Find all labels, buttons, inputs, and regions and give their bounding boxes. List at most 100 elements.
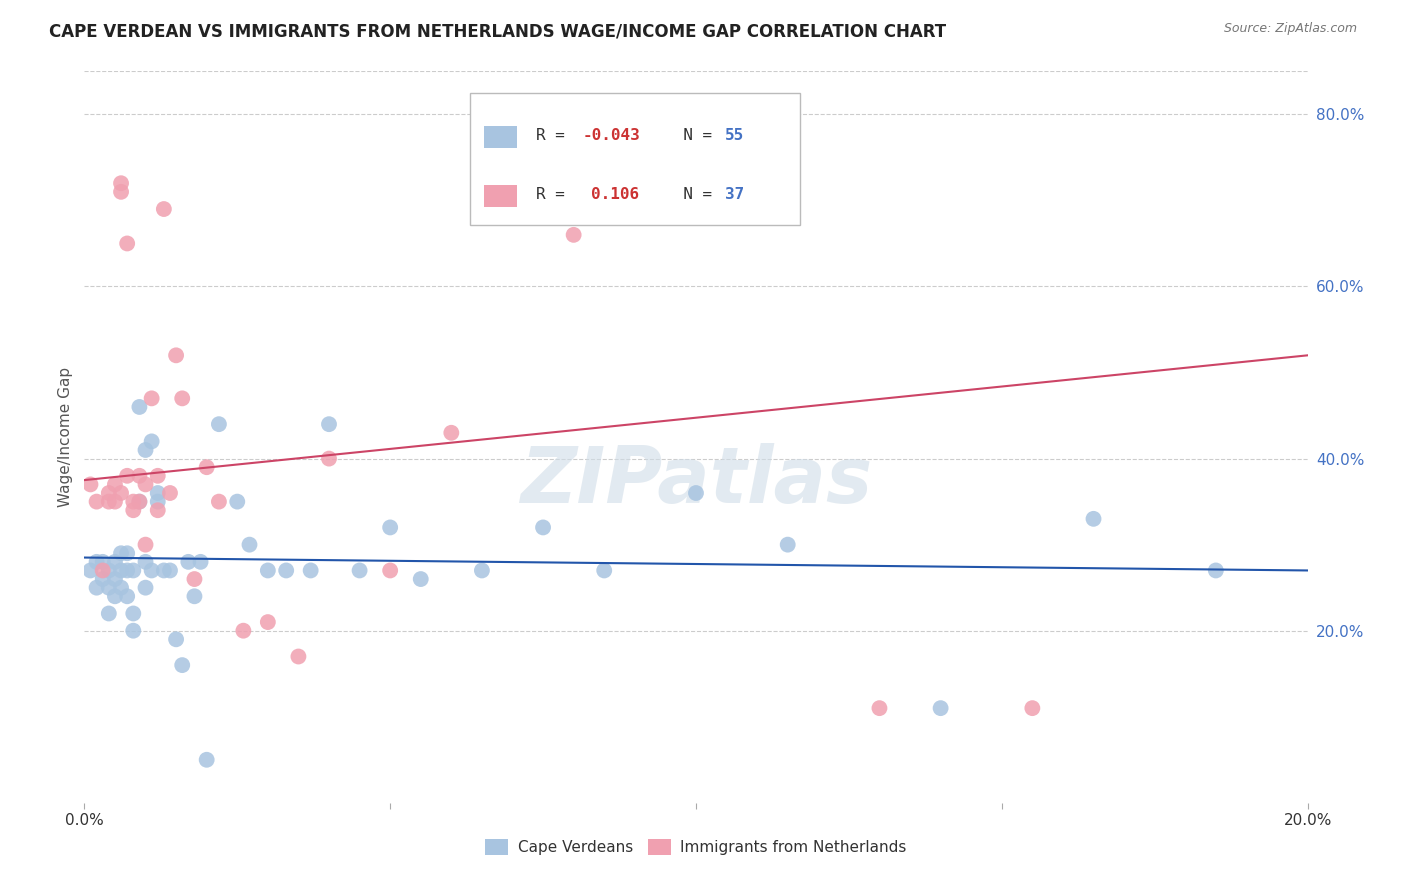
Point (115, 546, 138, 560)
Point (146, 503, 169, 517)
Point (146, 468, 169, 483)
Point (318, 417, 340, 432)
Point (104, 555, 127, 569)
Point (122, 564, 145, 578)
Point (79, 564, 101, 578)
Text: 55: 55 (725, 128, 745, 143)
Point (86, 494, 108, 508)
Point (122, 503, 145, 517)
Point (257, 564, 280, 578)
Point (1205, 564, 1227, 578)
Point (190, 555, 212, 569)
Text: 0.106: 0.106 (591, 187, 638, 202)
Legend: Cape Verdeans, Immigrants from Netherlands: Cape Verdeans, Immigrants from Netherlan… (479, 833, 912, 861)
Text: Source: ZipAtlas.com: Source: ZipAtlas.com (1223, 22, 1357, 36)
Point (195, 460, 218, 475)
Point (97, 486, 120, 500)
Point (257, 615, 280, 629)
Y-axis label: Wage/Income Gap: Wage/Income Gap (58, 367, 73, 508)
Point (287, 649, 309, 664)
Text: -0.043: -0.043 (582, 128, 640, 143)
Point (349, 564, 371, 578)
Point (122, 607, 145, 621)
Point (79, 477, 101, 491)
Point (1083, 512, 1105, 526)
Point (128, 494, 150, 508)
Point (104, 572, 127, 586)
Point (153, 564, 176, 578)
Point (1021, 701, 1043, 715)
Point (593, 564, 616, 578)
Point (135, 477, 157, 491)
Point (146, 486, 169, 500)
Point (183, 572, 205, 586)
Point (471, 564, 494, 578)
Point (183, 589, 205, 603)
Point (115, 589, 138, 603)
Text: N =: N = (664, 187, 721, 202)
Point (110, 546, 132, 560)
Point (141, 564, 163, 578)
Point (128, 400, 150, 414)
Point (531, 520, 554, 534)
Point (159, 564, 181, 578)
Point (153, 202, 176, 216)
Text: CAPE VERDEAN VS IMMIGRANTS FROM NETHERLANDS WAGE/INCOME GAP CORRELATION CHART: CAPE VERDEAN VS IMMIGRANTS FROM NETHERLA… (49, 22, 946, 40)
Point (226, 494, 249, 508)
Text: R =: R = (536, 128, 574, 143)
Point (562, 227, 585, 242)
Text: 37: 37 (725, 187, 745, 202)
Point (172, 392, 194, 406)
Point (91, 555, 114, 569)
Point (141, 434, 163, 449)
Point (172, 658, 194, 673)
Point (97, 494, 120, 508)
Point (685, 486, 707, 500)
Text: N =: N = (664, 128, 721, 143)
Point (97, 581, 120, 595)
Point (135, 442, 157, 457)
Text: ZIPatlas: ZIPatlas (520, 443, 872, 519)
Text: R =: R = (536, 187, 583, 202)
Point (318, 451, 340, 466)
Point (110, 176, 132, 190)
Point (97, 564, 120, 578)
Point (115, 564, 138, 578)
Point (409, 572, 432, 586)
Point (869, 701, 891, 715)
Point (128, 468, 150, 483)
Point (195, 753, 218, 767)
Point (91, 564, 114, 578)
Point (128, 494, 150, 508)
Point (141, 392, 163, 406)
Point (86, 555, 108, 569)
Point (122, 624, 145, 638)
Point (110, 185, 132, 199)
Point (146, 494, 169, 508)
Point (115, 468, 138, 483)
Point (165, 348, 187, 362)
Point (929, 701, 952, 715)
Point (165, 632, 187, 647)
Point (159, 486, 181, 500)
Point (110, 564, 132, 578)
Point (115, 236, 138, 251)
Point (208, 417, 231, 432)
Point (104, 477, 127, 491)
Point (104, 494, 127, 508)
Point (440, 425, 463, 440)
Point (232, 624, 254, 638)
Point (238, 538, 260, 552)
Point (91, 572, 114, 586)
Point (110, 486, 132, 500)
Point (97, 607, 120, 621)
Point (86, 581, 108, 595)
Point (276, 564, 298, 578)
Point (135, 538, 157, 552)
Point (110, 581, 132, 595)
Point (208, 494, 231, 508)
Point (135, 555, 157, 569)
Bar (484, 185, 517, 207)
Point (104, 589, 127, 603)
Point (380, 564, 402, 578)
